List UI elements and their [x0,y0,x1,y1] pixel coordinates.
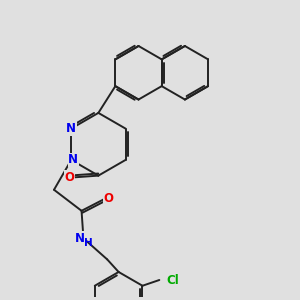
Text: Cl: Cl [167,274,179,286]
Text: N: N [75,232,85,245]
Text: O: O [65,171,75,184]
Text: H: H [84,238,93,248]
Text: N: N [68,153,78,167]
Text: O: O [103,192,113,205]
Text: N: N [66,122,76,135]
